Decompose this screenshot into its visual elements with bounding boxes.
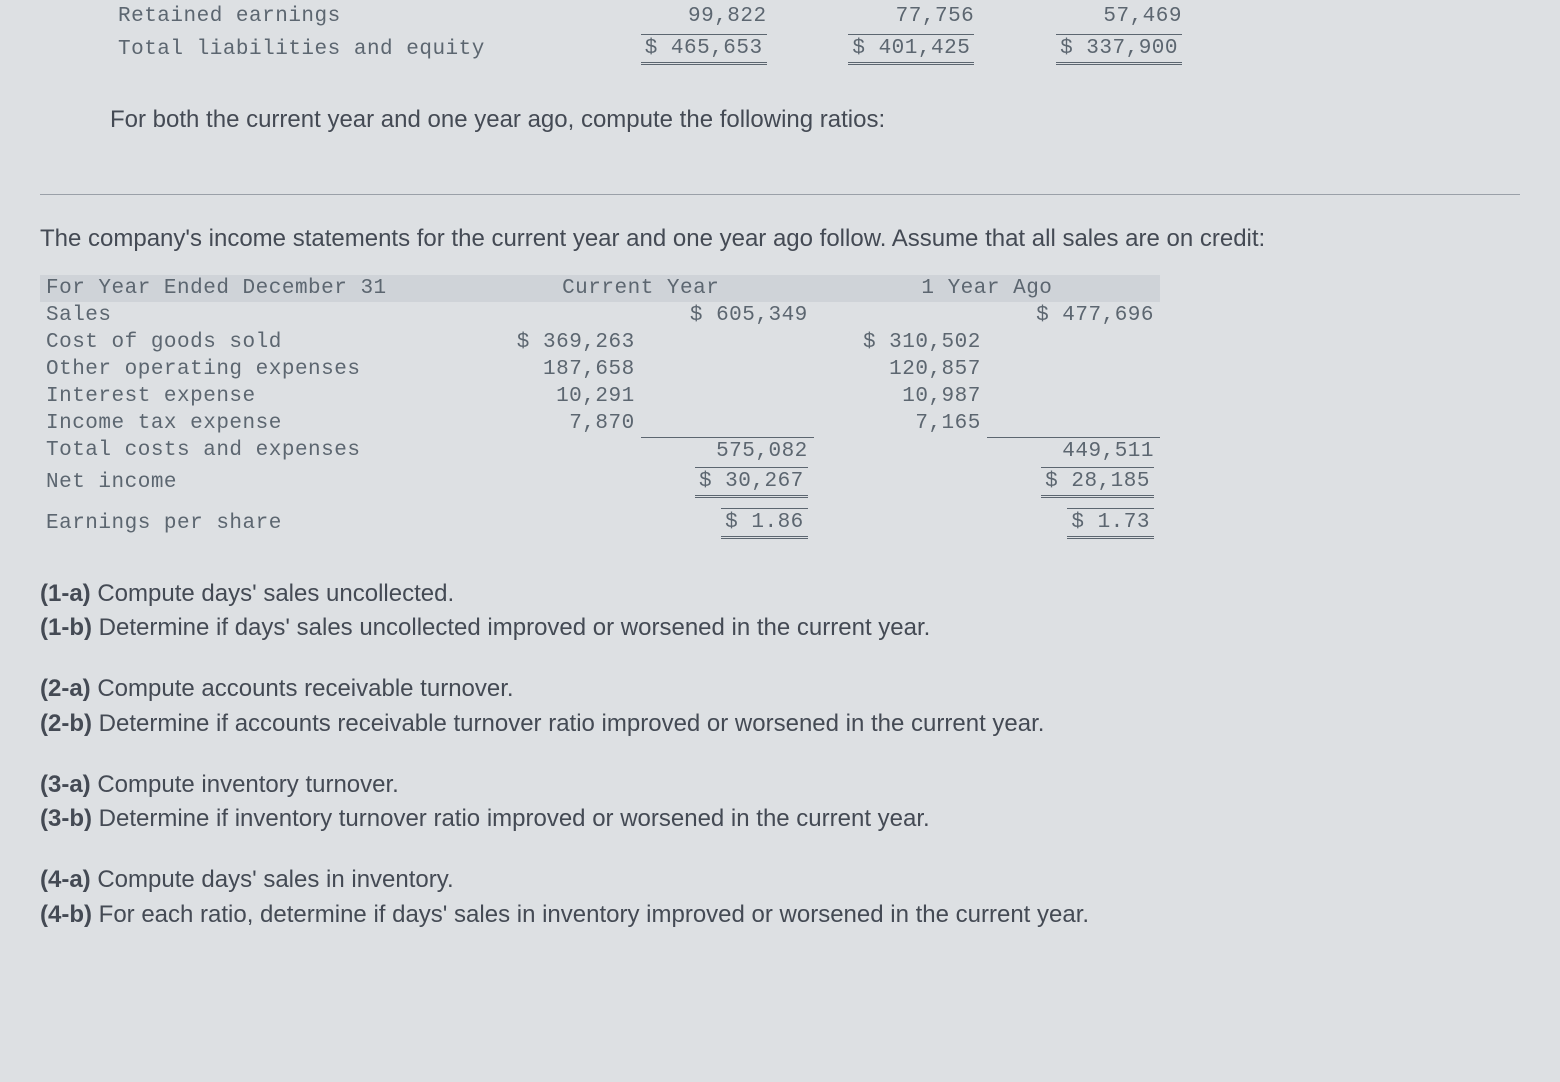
row-eps: Earnings per share $ 1.86 $ 1.73 (40, 506, 1160, 541)
lbl-sales: Sales (40, 302, 468, 329)
q2b-tag: (2-b) (40, 710, 92, 737)
sales-current: $ 605,349 (641, 302, 814, 329)
q4a-tag: (4-a) (40, 866, 91, 893)
tax-current: 7,870 (468, 410, 641, 437)
lbl-cogs: Cost of goods sold (40, 329, 468, 356)
q1b: (1-b) Determine if days' sales uncollect… (40, 611, 1520, 646)
q1a-text: Compute days' sales uncollected. (91, 580, 454, 607)
row-tax: Income tax expense 7,870 7,165 (40, 410, 1160, 437)
q4a: (4-a) Compute days' sales in inventory. (40, 863, 1520, 898)
q2a-text: Compute accounts receivable turnover. (91, 675, 514, 702)
re-col3: 57,469 (982, 2, 1190, 31)
q3b-text: Determine if inventory turnover ratio im… (92, 805, 930, 832)
question-list: (1-a) Compute days' sales uncollected. (… (40, 577, 1520, 933)
balance-sheet-tail-table: Retained earnings 99,822 77,756 57,469 T… (110, 2, 1190, 68)
lbl-eps: Earnings per share (40, 506, 468, 541)
row-total-liab-equity: Total liabilities and equity $ 465,653 $… (110, 31, 1190, 68)
tle-col2: $ 401,425 (848, 34, 974, 65)
row-net-income: Net income $ 30,267 $ 28,185 (40, 465, 1160, 500)
lbl-net-income: Net income (40, 465, 468, 500)
lbl-interest: Interest expense (40, 383, 468, 410)
re-col1: 99,822 (567, 2, 775, 31)
instruction-ratios: For both the current year and one year a… (110, 106, 1520, 134)
interest-prior: 10,987 (814, 383, 987, 410)
row-cogs: Cost of goods sold $ 369,263 $ 310,502 (40, 329, 1160, 356)
income-statement-table: For Year Ended December 31 Current Year … (40, 275, 1160, 541)
netinc-current: $ 30,267 (695, 467, 808, 498)
instruction-income-stmt: The company's income statements for the … (40, 225, 1520, 253)
cogs-current: $ 369,263 (468, 329, 641, 356)
question-group-4: (4-a) Compute days' sales in inventory. … (40, 863, 1520, 933)
is-header-current: Current Year (468, 275, 814, 302)
netinc-prior: $ 28,185 (1041, 467, 1154, 498)
row-sales: Sales $ 605,349 $ 477,696 (40, 302, 1160, 329)
q3b: (3-b) Determine if inventory turnover ra… (40, 802, 1520, 837)
q1a-tag: (1-a) (40, 580, 91, 607)
q3a: (3-a) Compute inventory turnover. (40, 768, 1520, 803)
q1b-text: Determine if days' sales uncollected imp… (92, 614, 930, 641)
question-group-2: (2-a) Compute accounts receivable turnov… (40, 672, 1520, 742)
q2b: (2-b) Determine if accounts receivable t… (40, 707, 1520, 742)
row-total-costs: Total costs and expenses 575,082 449,511 (40, 437, 1160, 465)
sales-prior: $ 477,696 (987, 302, 1160, 329)
interest-current: 10,291 (468, 383, 641, 410)
row-other-op: Other operating expenses 187,658 120,857 (40, 356, 1160, 383)
tle-col3: $ 337,900 (1056, 34, 1182, 65)
q2a-tag: (2-a) (40, 675, 91, 702)
q3b-tag: (3-b) (40, 805, 92, 832)
lbl-tax: Income tax expense (40, 410, 468, 437)
is-header-label: For Year Ended December 31 (40, 275, 468, 302)
q4b-text: For each ratio, determine if days' sales… (92, 901, 1089, 928)
lbl-total-costs: Total costs and expenses (40, 437, 468, 465)
q4b: (4-b) For each ratio, determine if days'… (40, 898, 1520, 933)
totalcosts-current: 575,082 (641, 437, 814, 465)
row-retained-earnings: Retained earnings 99,822 77,756 57,469 (110, 2, 1190, 31)
is-header-prior: 1 Year Ago (814, 275, 1160, 302)
cogs-prior: $ 310,502 (814, 329, 987, 356)
lbl-other-op: Other operating expenses (40, 356, 468, 383)
otherop-current: 187,658 (468, 356, 641, 383)
question-group-1: (1-a) Compute days' sales uncollected. (… (40, 577, 1520, 647)
eps-prior: $ 1.73 (1067, 508, 1154, 539)
eps-current: $ 1.86 (721, 508, 808, 539)
q3a-tag: (3-a) (40, 771, 91, 798)
q4b-tag: (4-b) (40, 901, 92, 928)
tle-col1: $ 465,653 (641, 34, 767, 65)
totalcosts-prior: 449,511 (987, 437, 1160, 465)
label-retained-earnings: Retained earnings (110, 2, 567, 31)
question-group-3: (3-a) Compute inventory turnover. (3-b) … (40, 768, 1520, 838)
is-header-row: For Year Ended December 31 Current Year … (40, 275, 1160, 302)
q1a: (1-a) Compute days' sales uncollected. (40, 577, 1520, 612)
q1b-tag: (1-b) (40, 614, 92, 641)
q2b-text: Determine if accounts receivable turnove… (92, 710, 1044, 737)
label-total-liab-equity: Total liabilities and equity (110, 31, 567, 68)
page-content: Retained earnings 99,822 77,756 57,469 T… (0, 2, 1560, 933)
re-col2: 77,756 (775, 2, 983, 31)
q3a-text: Compute inventory turnover. (91, 771, 399, 798)
row-interest: Interest expense 10,291 10,987 (40, 383, 1160, 410)
tax-prior: 7,165 (814, 410, 987, 437)
q4a-text: Compute days' sales in inventory. (91, 866, 454, 893)
divider-line (40, 194, 1520, 195)
otherop-prior: 120,857 (814, 356, 987, 383)
q2a: (2-a) Compute accounts receivable turnov… (40, 672, 1520, 707)
